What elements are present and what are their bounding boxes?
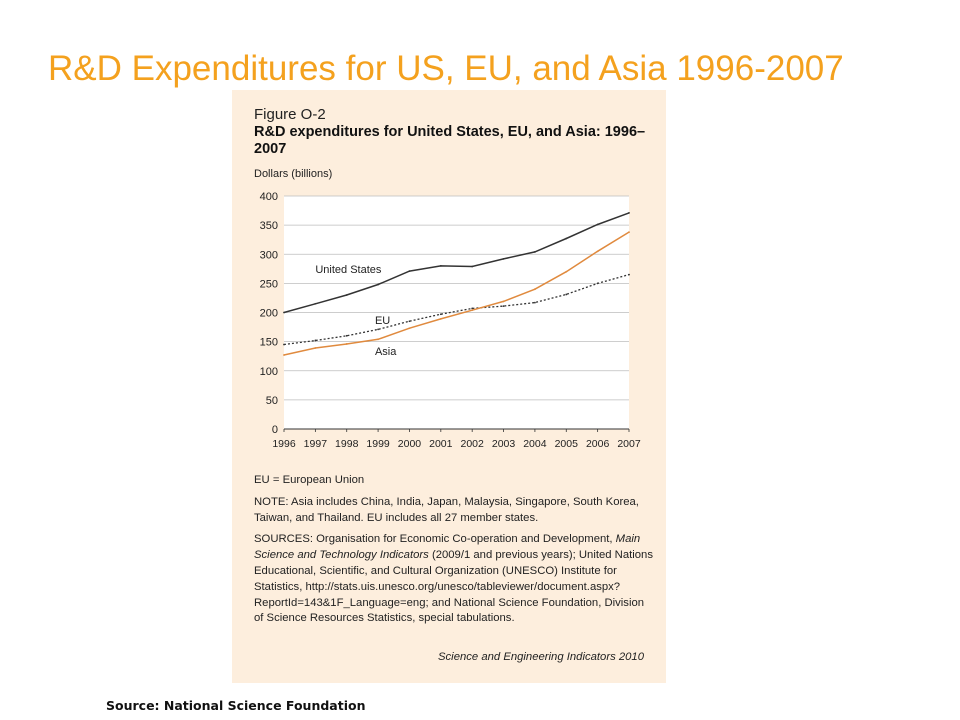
data-point-eu [565,293,568,296]
y-tick-label: 250 [260,278,278,290]
data-point-asia [471,309,474,312]
x-tick-label: 1996 [272,438,296,450]
figure-panel: Figure O-2 R&D expenditures for United S… [232,90,666,683]
x-tick-label: 2007 [617,438,641,450]
series-label-united-states: United States [315,264,382,276]
data-point-asia [314,347,317,349]
eu-abbreviation-note: EU = European Union [254,474,365,486]
series-line-asia [283,231,630,356]
series-label-asia: Asia [375,346,397,358]
series-label-eu: EU [375,315,390,327]
y-tick-label: 200 [260,308,278,320]
slide-title: R&D Expenditures for US, EU, and Asia 19… [48,49,844,88]
note-text: NOTE: Asia includes China, India, Japan,… [254,495,639,524]
data-point-eu [283,343,285,346]
data-point-united-states [345,294,348,296]
y-tick-label: 300 [260,249,278,261]
series-line-eu [283,273,630,346]
data-point-asia [345,343,348,345]
y-tick-label: 350 [260,220,278,232]
data-point-eu [628,273,630,276]
y-tick-label: 400 [260,191,278,203]
data-point-eu [534,301,536,304]
data-point-eu [408,320,411,323]
data-point-asia [534,288,536,291]
data-point-united-states [502,258,505,260]
data-point-united-states [408,270,411,273]
data-point-asia [283,354,285,356]
x-tick-label: 2006 [586,438,610,450]
data-point-united-states [377,283,379,286]
x-tick-label: 1997 [304,438,328,450]
figure-title: R&D expenditures for United States, EU, … [254,124,646,157]
data-point-united-states [596,223,599,226]
series-line-united-states [283,212,630,314]
x-tick-label: 2001 [429,438,453,450]
data-point-asia [565,270,568,273]
y-tick-label: 0 [272,424,278,436]
data-point-united-states [534,251,536,253]
data-point-asia [408,327,411,330]
x-tick-label: 1999 [366,438,390,450]
figure-notes: EU = European Union NOTE: Asia includes … [254,473,654,633]
x-tick-label: 2003 [492,438,516,450]
data-point-eu [471,307,474,310]
data-point-united-states [283,311,285,314]
y-axis-unit-label: Dollars (billions) [254,168,333,180]
data-point-united-states [628,211,630,214]
sources-part-1: SOURCES: Organisation for Economic Co-op… [254,533,616,546]
publication-credit: Science and Engineering Indicators 2010 [438,651,644,663]
x-tick-label: 1998 [335,438,359,450]
y-tick-label: 50 [266,395,278,407]
data-point-asia [377,338,379,341]
x-tick-label: 2004 [523,438,547,450]
data-point-united-states [439,265,442,267]
data-point-asia [596,250,599,253]
data-point-eu [314,339,317,342]
sources-italic: Main Science and Technology Indicators [254,533,641,562]
line-chart: 0 50 100 150 200 250 300 350 400 1996 1997 1998 1999… [260,191,641,450]
sources-part-2: (2009/1 and previous years); United Nati… [254,549,653,625]
data-point-asia [439,318,442,320]
data-point-eu [502,305,505,307]
data-point-eu [439,313,442,316]
data-point-eu [377,328,379,331]
figure-label: Figure O-2 [254,106,326,123]
data-point-united-states [471,265,474,268]
data-point-eu [596,282,599,285]
x-tick-label: 2002 [461,438,485,450]
x-tick-label: 2005 [555,438,579,450]
y-tick-label: 150 [260,337,278,349]
x-tick-label: 2000 [398,438,422,450]
sources-text: SOURCES: Organisation for Economic Co-op… [254,532,654,627]
data-point-united-states [314,302,317,305]
data-point-asia [502,300,505,303]
y-tick-label: 100 [260,366,278,378]
data-point-united-states [565,237,568,240]
data-point-eu [345,334,348,337]
slide-source: Source: National Science Foundation [106,698,366,713]
data-point-asia [628,231,630,234]
